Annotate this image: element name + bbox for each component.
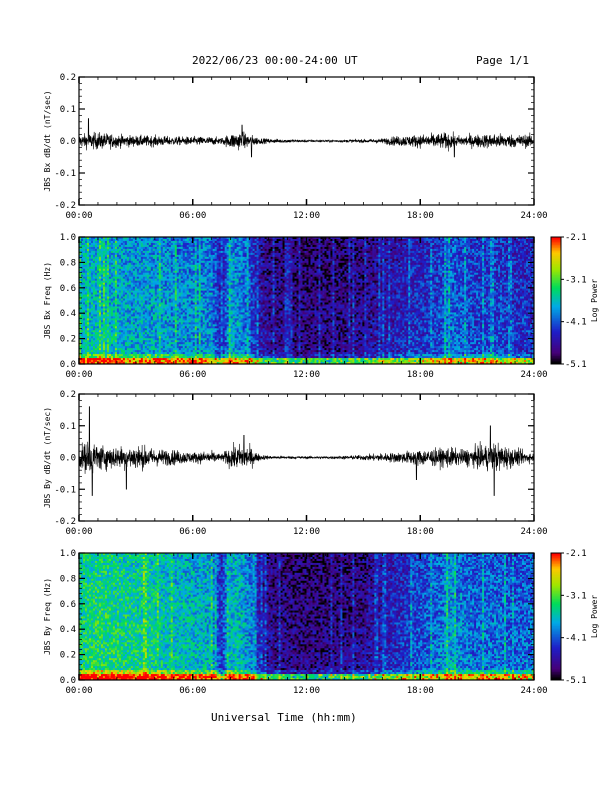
x-tick-label: 00:00	[65, 211, 92, 221]
y-tick-label: 0.8	[60, 258, 76, 268]
x-tick-label: 00:00	[65, 370, 92, 380]
x-tick-label: 24:00	[520, 211, 547, 221]
colorbar-tick-label: -3.1	[565, 275, 587, 285]
colorbar-tick-label: -4.1	[565, 318, 587, 328]
x-tick-label: 18:00	[407, 527, 434, 537]
y-tick-label: 0.6	[60, 600, 76, 610]
y-tick-label: 0.0	[60, 454, 76, 464]
colorbar-label: Log Power	[590, 279, 599, 323]
y-tick-label: 0.0	[60, 360, 76, 370]
y-tick-label: 0.1	[60, 422, 76, 432]
x-tick-label: 12:00	[293, 527, 320, 537]
y-axis-label: JBS By dB/dt (nT/sec)	[43, 407, 52, 508]
series-line	[79, 407, 534, 496]
y-tick-label: 0.2	[60, 651, 76, 661]
colorbar-tick-label: -5.1	[565, 360, 587, 370]
x-tick-label: 12:00	[293, 370, 320, 380]
x-tick-label: 18:00	[407, 686, 434, 696]
x-tick-label: 06:00	[179, 686, 206, 696]
y-tick-label: 0.0	[60, 137, 76, 147]
y-tick-label: -0.2	[54, 517, 76, 527]
x-tick-label: 12:00	[293, 211, 320, 221]
line-panel-3: 00:00 06:00 12:00 18:00 24:00 0.2 0.1 0.0 -0.1 -0…	[43, 390, 548, 537]
x-tick-label: 00:00	[65, 527, 92, 537]
x-tick-label: 18:00	[407, 211, 434, 221]
y-tick-label: 0.2	[60, 335, 76, 345]
y-tick-label: 0.2	[60, 390, 76, 400]
colorbar: -2.1 -3.1 -4.1 -5.1 Log Power	[551, 233, 599, 370]
colorbar-tick-label: -5.1	[565, 676, 587, 686]
x-tick-label: 06:00	[179, 211, 206, 221]
x-axis-title: Universal Time (hh:mm)	[211, 711, 357, 724]
y-tick-label: 0.0	[60, 676, 76, 686]
x-tick-label: 24:00	[520, 370, 547, 380]
spectrogram-panel-4: 00:00 06:00 12:00 18:00 24:00 1.0 0.8 0.6 0.4 0.2…	[43, 549, 599, 696]
y-tick-label: -0.2	[54, 201, 76, 211]
x-tick-label: 06:00	[179, 527, 206, 537]
y-tick-label: 0.4	[60, 309, 76, 319]
x-tick-label: 24:00	[520, 527, 547, 537]
colorbar-tick-label: -2.1	[565, 549, 587, 559]
y-tick-label: -0.1	[54, 485, 76, 495]
y-tick-label: 1.0	[60, 233, 76, 243]
y-axis-label: JBS By Freq (Hz)	[43, 578, 52, 655]
x-tick-label: 18:00	[407, 370, 434, 380]
colorbar-tick-label: -2.1	[565, 233, 587, 243]
series-line	[79, 119, 534, 157]
colorbar-label: Log Power	[590, 595, 599, 639]
line-panel-1: 00:00 06:00 12:00 18:00 24:00 0.2 0.1 0.0 -0.1 -0…	[43, 73, 548, 221]
y-tick-label: 0.1	[60, 105, 76, 115]
x-tick-label: 24:00	[520, 686, 547, 696]
y-tick-label: 0.2	[60, 73, 76, 83]
y-tick-label: 0.8	[60, 574, 76, 584]
y-tick-label: 1.0	[60, 549, 76, 559]
colorbar-tick-label: -4.1	[565, 634, 587, 644]
y-tick-label: 0.4	[60, 625, 76, 635]
x-tick-label: 12:00	[293, 686, 320, 696]
y-axis-label: JBS Bx Freq (Hz)	[43, 262, 52, 339]
spectrogram-panel-2: 00:00 06:00 12:00 18:00 24:00 1.0 0.8 0.6 0.4 0.2…	[43, 233, 599, 380]
colorbar: -2.1 -3.1 -4.1 -5.1 Log Power	[551, 549, 599, 686]
y-tick-label: 0.6	[60, 284, 76, 294]
x-tick-label: 06:00	[179, 370, 206, 380]
x-tick-label: 00:00	[65, 686, 92, 696]
y-tick-label: -0.1	[54, 169, 76, 179]
y-axis-label: JBS Bx dB/dt (nT/sec)	[43, 90, 52, 191]
colorbar-tick-label: -3.1	[565, 591, 587, 601]
